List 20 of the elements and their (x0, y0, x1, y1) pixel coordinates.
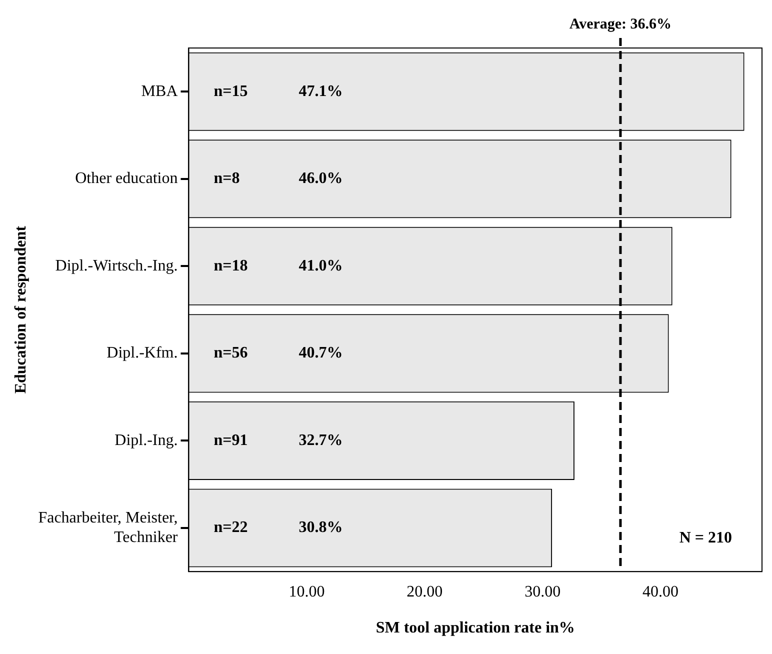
x-tick-label: 10.00 (288, 583, 325, 600)
y-tick-label: Dipl.-Ing. (114, 432, 178, 449)
y-tick-label: Other education (75, 170, 178, 188)
y-tick-label: Dipl.-Kfm. (106, 344, 178, 362)
y-axis-title: Education of respondent (12, 225, 30, 394)
x-tick-label: 30.00 (524, 583, 561, 600)
text: n=22 30.8% (214, 519, 343, 536)
annotation: N = 210 (679, 530, 732, 547)
y-tick-label: Dipl.-Wirtsch.-Ing. (55, 257, 178, 274)
text: n=91 32.7% (214, 432, 343, 449)
text: n=56 40.7% (214, 344, 343, 362)
text: n=8 46.0% (214, 170, 343, 188)
y-tick-label: MBA (141, 82, 178, 100)
text: n=15 47.1% (214, 82, 343, 100)
text: n=18 41.0% (214, 257, 343, 274)
x-tick-label: 20.00 (406, 583, 443, 600)
x-axis-title: SM tool application rate in% (376, 620, 575, 637)
x-tick-label: 40.00 (642, 583, 679, 600)
y-tick-label: Facharbeiter, Meister, Techniker (38, 510, 178, 546)
ref-line-label: Average: 36.6% (569, 16, 672, 32)
